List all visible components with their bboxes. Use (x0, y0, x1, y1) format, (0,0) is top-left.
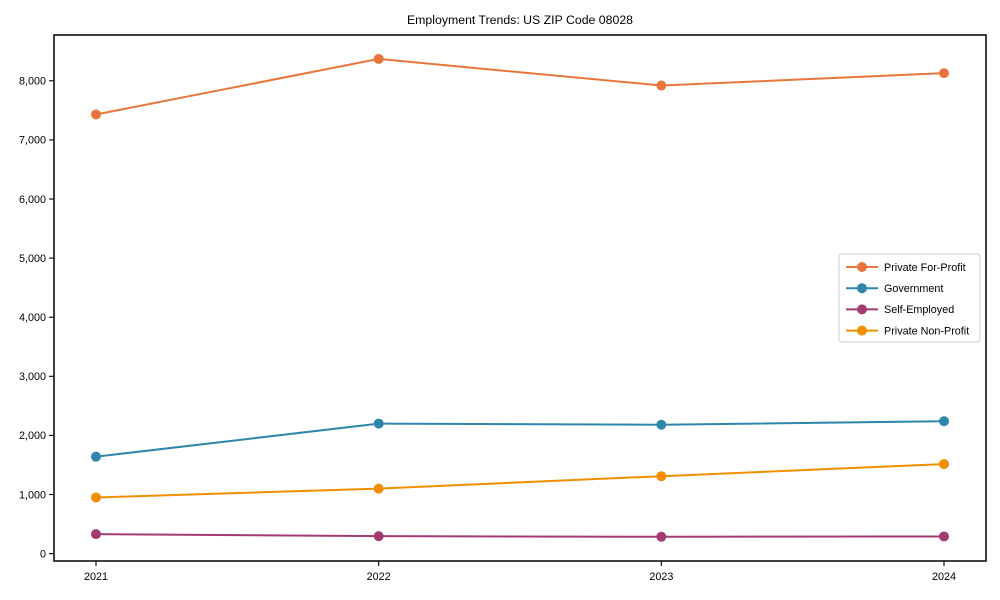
x-axis-tick-label: 2024 (932, 571, 956, 583)
data-point-marker (373, 531, 384, 542)
data-point-marker (939, 531, 949, 542)
y-axis-tick-label: 0 (40, 548, 46, 560)
series-self-employed (91, 529, 949, 542)
y-axis-tick-label: 3,000 (19, 371, 46, 383)
x-axis-tick-label: 2021 (84, 571, 108, 583)
legend-label: Private For-Profit (884, 262, 966, 274)
series-line (95, 420, 945, 458)
series-private-non-profit (91, 459, 949, 503)
data-point-marker (939, 459, 949, 470)
series-private-for-profit (91, 53, 949, 120)
data-point-marker (939, 416, 949, 427)
legend-marker-icon (857, 325, 867, 336)
y-axis-tick-label: 1,000 (19, 489, 46, 501)
legend-label: Self-Employed (884, 304, 954, 316)
x-axis-tick-label: 2022 (367, 571, 391, 583)
chart-title: Employment Trends: US ZIP Code 08028 (406, 13, 633, 27)
data-point-marker (91, 492, 101, 503)
y-axis-tick-label: 4,000 (19, 312, 46, 324)
y-axis-tick-label: 5,000 (19, 253, 46, 265)
series-line (95, 463, 945, 499)
y-axis-tick-label: 6,000 (19, 194, 46, 206)
series-line (95, 57, 945, 116)
data-point-marker (91, 529, 101, 540)
data-point-marker (656, 419, 667, 430)
data-point-marker (373, 483, 384, 494)
data-point-marker (373, 53, 384, 64)
y-axis-tick-label: 2,000 (19, 430, 46, 442)
data-point-marker (656, 80, 667, 91)
y-axis-tick-label: 8,000 (19, 76, 46, 88)
legend-label: Government (884, 283, 943, 295)
data-point-marker (939, 68, 949, 79)
data-point-marker (91, 109, 101, 120)
legend-label: Private Non-Profit (884, 325, 969, 337)
series-government (91, 416, 949, 462)
legend-marker-icon (857, 262, 867, 272)
y-axis-tick-label: 7,000 (19, 135, 46, 147)
data-point-marker (91, 451, 101, 462)
legend-entry-self-employed: Self-Employed (846, 304, 954, 316)
data-point-marker (656, 531, 667, 542)
legend-entry-private-non-profit: Private Non-Profit (846, 325, 969, 337)
legend-marker-icon (857, 283, 867, 294)
x-axis-tick-label: 2023 (649, 571, 673, 583)
legend-box (838, 253, 981, 343)
legend-entry-government: Government (846, 283, 943, 295)
legend: Private For-Profit Government Self-Employe… (838, 253, 981, 343)
data-point-marker (373, 418, 384, 429)
legend-entry-private-for-profit: Private For-Profit (846, 262, 966, 274)
plot-border (53, 34, 987, 562)
data-point-marker (656, 471, 667, 482)
series-line (95, 533, 945, 538)
legend-marker-icon (857, 304, 867, 315)
